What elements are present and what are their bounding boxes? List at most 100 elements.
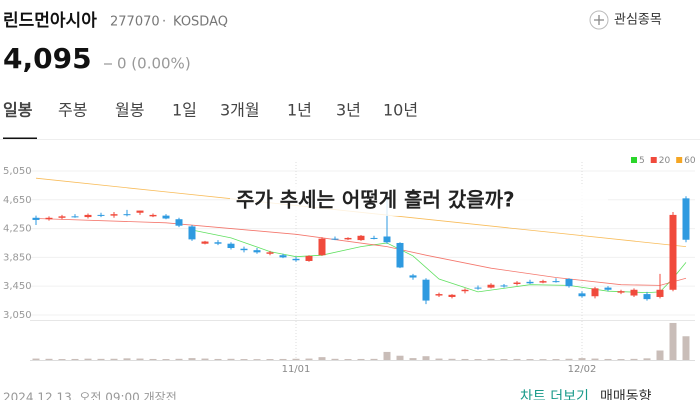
volume-bar [422,356,430,360]
candle-body [565,278,573,287]
candle-body [643,294,651,300]
volume-bar [448,358,456,360]
y-tick-label: 5,050 [3,166,32,177]
volume-bar [513,358,521,360]
volume-bar [656,350,664,360]
volume-bar [604,358,612,360]
volume-bar [331,358,339,360]
tab[interactable]: 1일 [172,101,197,120]
moving-average-line [35,218,687,286]
stock-code: 277070 [110,15,160,30]
candle-body [526,281,534,284]
tab[interactable]: 월봉 [115,101,144,120]
candle-body [617,291,625,293]
candle-body [58,216,66,218]
tab[interactable]: 일봉 [3,101,33,120]
candle-body [123,214,131,216]
volume-bar [344,359,352,360]
candle-body [344,237,352,240]
y-tick-label: 4,650 [3,195,32,206]
candle-body [539,281,547,283]
volume-bar [292,358,300,360]
watch-button[interactable]: 관심종목 [589,10,662,30]
volume-bar [565,358,573,360]
tab[interactable]: 주봉 [58,101,87,120]
volume-bar [188,358,196,360]
volume-bar [123,358,131,360]
candle-body [136,210,144,213]
candle-body [227,243,235,249]
volume-bar [279,358,287,360]
y-tick-label: 3,850 [3,252,32,263]
chart-more-link[interactable]: 차트 더보기 [520,389,589,400]
legend-swatch [631,157,637,163]
volume-bar [162,359,170,360]
volume-bar [136,358,144,360]
candle-body [669,214,677,290]
volume-bar [97,358,105,360]
candle-body [487,284,495,288]
candle-body [474,287,482,289]
candle-body [292,258,300,261]
candle-body [461,289,469,292]
plus-sign [594,15,604,25]
volume-bar [110,358,118,360]
candle-body [162,215,170,219]
volume-bar [357,358,365,360]
candle-body [279,255,287,258]
candle-body [71,216,79,218]
volume-bar [461,358,469,360]
x-tick-label: 11/01 [282,364,311,375]
candle-body [318,238,326,256]
volume-bar [266,359,274,360]
candle-body [84,214,92,218]
volume-bar [669,322,677,360]
volume-bar [487,358,495,360]
title-backdrop [230,184,608,216]
tab[interactable]: 3개월 [220,101,260,120]
candle-body [591,288,599,297]
candle-body [188,226,196,240]
candle-body [500,285,508,287]
trading-trend-link[interactable]: 매매동향 [600,389,652,400]
candle-body [396,242,404,268]
volume-bar [526,359,534,360]
plus-icon [589,10,609,30]
candle-body [370,237,378,239]
candle-body [214,242,222,244]
volume-bar [539,359,547,360]
candle-body [266,252,274,254]
candle-body [331,238,339,240]
volume-bar [227,358,235,360]
candle-body [175,219,183,226]
volume-bar [409,358,417,360]
volume-bar [84,358,92,360]
tab[interactable]: 3년 [336,101,361,120]
volume-bar [32,358,40,360]
price: 4,095 [3,42,92,75]
candle-body [630,289,638,296]
candle-body [682,198,690,240]
volume-bar [643,358,651,360]
candle-body [604,287,612,290]
volume-bar [201,358,209,360]
price-change: 0 (0.00%) [117,55,191,73]
candle-body [240,248,248,251]
market: KOSDAQ [173,15,228,30]
candle-body [656,289,664,297]
volume-bar [578,358,586,360]
candle-body [45,217,53,220]
tab[interactable]: 1년 [287,101,312,120]
volume-bar [682,336,690,360]
y-tick-label: 3,050 [3,310,32,321]
volume-bar [175,358,183,360]
tab[interactable]: 10년 [383,101,418,120]
candle-body [110,214,118,216]
legend-swatch [650,157,657,163]
y-tick-label: 4,250 [3,224,32,235]
volume-bar [500,359,508,360]
volume-bar [630,358,638,360]
legend-label: 60 [684,156,696,166]
candle-body [201,241,209,244]
